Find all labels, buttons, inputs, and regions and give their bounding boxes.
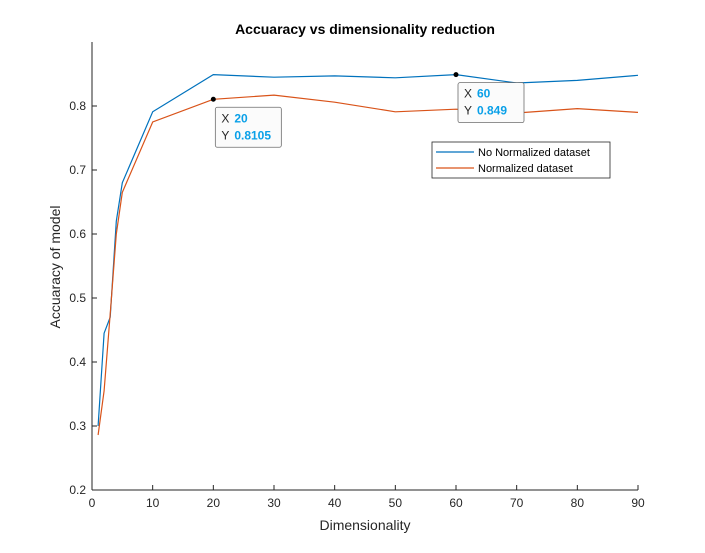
x-tick-label: 80 [571, 496, 585, 510]
legend-box [431, 141, 611, 179]
datatip-x-label: X [221, 111, 229, 125]
x-tick-label: 40 [328, 496, 342, 510]
series-line-1 [97, 73, 639, 427]
x-axis-label: Dimensionality [319, 517, 410, 533]
y-tick-label: 0.4 [69, 355, 86, 369]
x-tick-label: 70 [510, 496, 524, 510]
datatip-y-value: 0.849 [477, 104, 507, 118]
datatip-marker[interactable] [210, 96, 216, 102]
x-tick-label: 50 [389, 496, 403, 510]
y-tick-label: 0.6 [69, 227, 86, 241]
datatip-y-value: 0.8105 [234, 128, 271, 142]
datatip-box [214, 106, 282, 148]
x-tick-label: 0 [89, 496, 96, 510]
legend-label-1: No Normalized dataset [478, 147, 590, 159]
y-tick-label: 0.2 [69, 483, 86, 497]
datatip-x-label: X [464, 87, 472, 101]
datatip-x-value: 20 [234, 111, 248, 125]
datatip-box [457, 82, 525, 124]
y-tick-label: 0.7 [69, 163, 86, 177]
x-tick-label: 60 [449, 496, 463, 510]
x-tick-label: 90 [631, 496, 645, 510]
y-axis-label: Accuaracy of model [47, 206, 63, 329]
x-tick-label: 20 [207, 496, 221, 510]
y-tick-label: 0.8 [69, 99, 86, 113]
datatip-x-value: 60 [477, 87, 491, 101]
datatip-marker[interactable] [453, 72, 459, 78]
datatip-y-label: Y [221, 128, 229, 142]
chart-title: Accuaracy vs dimensionality reduction [235, 21, 495, 37]
x-tick-label: 30 [267, 496, 281, 510]
legend-label-2: Normalized dataset [478, 163, 573, 175]
x-tick-label: 10 [146, 496, 160, 510]
y-tick-label: 0.3 [69, 419, 86, 433]
plot-area[interactable]: 0 10 20 30 40 50 60 70 80 90 0.2 0.3 0.4 0.5 0.6 0.7 0.8… [69, 42, 645, 510]
datatip-y-label: Y [464, 104, 472, 118]
y-tick-label: 0.5 [69, 291, 86, 305]
